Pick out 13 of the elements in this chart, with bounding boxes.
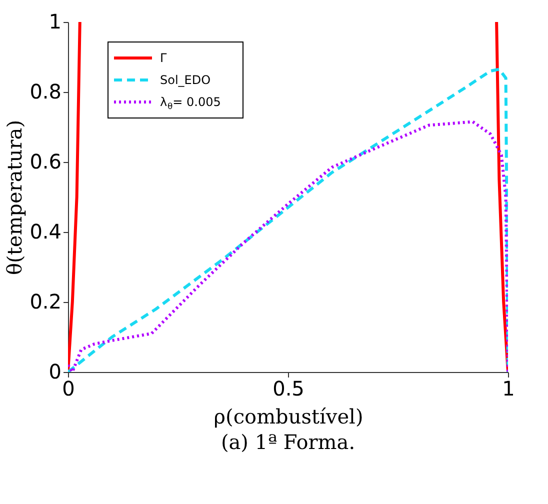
y-tick-label: 1 — [48, 10, 62, 34]
x-axis-title: ρ(combustível) — [214, 404, 364, 428]
y-tick-label: 0.6 — [30, 150, 62, 174]
y-tick-label: 0.4 — [30, 220, 62, 244]
y-tick-label: 0 — [48, 360, 62, 384]
legend-label: Sol_EDO — [160, 73, 211, 87]
x-tick-label: 1 — [502, 376, 515, 400]
y-tick-label: 0.2 — [30, 290, 62, 314]
text: (a) 1ª Forma. — [220, 430, 356, 454]
x-tick-label: 0.5 — [272, 376, 304, 400]
y-tick-label: 0.8 — [30, 80, 62, 104]
y-axis-title: θ(temperatura) — [2, 120, 27, 276]
legend-label: Γ — [160, 51, 167, 65]
